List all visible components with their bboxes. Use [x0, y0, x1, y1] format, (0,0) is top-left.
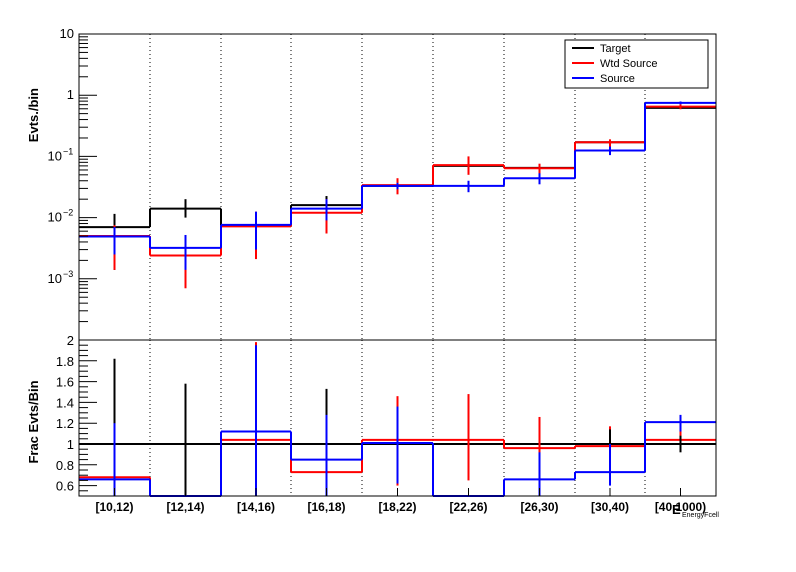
y-tick-label: 10	[48, 148, 62, 163]
legend-label: Wtd Source	[600, 58, 657, 70]
y-tick-label: 10	[60, 26, 74, 41]
y-tick-label: 1	[67, 87, 74, 102]
top-series	[79, 101, 716, 289]
legend: Target Wtd Source Source	[564, 39, 709, 89]
bottom-panel: 2 1.8 1.6 1.4 1.2 1 0.8 0.6 [10,12) [12,14) [14,1…	[26, 333, 719, 519]
x-tick-label: [26,30)	[520, 500, 558, 514]
bottom-x-axis: [10,12) [12,14) [14,16) [16,18) [18,22) [22,2…	[95, 488, 706, 514]
top-y-axis-title: Evts./bin	[26, 88, 41, 142]
legend-label: Source	[600, 73, 635, 85]
y-tick-label: 0.8	[56, 458, 74, 473]
x-tick-label: [22,26)	[449, 500, 487, 514]
y-tick-label-exponent: −2	[63, 208, 73, 218]
bottom-y-axis-title: Frac Evts/Bin	[26, 380, 41, 463]
x-axis-title: E	[672, 502, 681, 517]
x-tick-label: [18,22)	[378, 500, 416, 514]
y-tick-label: 1.4	[56, 395, 74, 410]
x-tick-label: [14,16)	[237, 500, 275, 514]
legend-label: Target	[600, 43, 631, 55]
y-tick-label: 0.6	[56, 479, 74, 494]
y-tick-label: 10	[48, 210, 62, 225]
x-tick-label: [10,12)	[95, 500, 133, 514]
y-tick-label-exponent: −1	[63, 146, 73, 156]
x-axis-title-subscript: EnergyFcell	[682, 512, 719, 519]
y-tick-label-exponent: −3	[63, 269, 73, 279]
x-tick-label: [16,18)	[307, 500, 345, 514]
bottom-y-axis: 2 1.8 1.6 1.4 1.2 1 0.8 0.6	[56, 333, 97, 497]
x-tick-label: [40,1000)	[655, 500, 706, 514]
y-tick-label: 1.2	[56, 416, 74, 431]
series-source	[79, 101, 716, 270]
y-tick-label: 1	[67, 437, 74, 452]
y-tick-label: 1.6	[56, 375, 74, 390]
y-tick-label: 1.8	[56, 354, 74, 369]
y-tick-label: 2	[67, 333, 74, 348]
y-tick-label: 10	[48, 271, 62, 286]
series-source	[79, 345, 716, 497]
x-tick-label: [12,14)	[166, 500, 204, 514]
x-tick-label: [30,40)	[591, 500, 629, 514]
bottom-series	[79, 342, 716, 497]
